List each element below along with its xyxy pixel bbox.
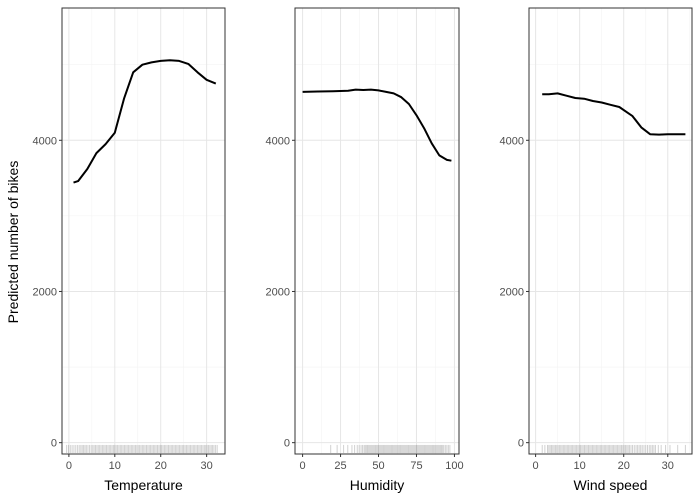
- x-tick-label: 0: [533, 460, 539, 472]
- x-tick-label: 25: [334, 460, 346, 472]
- x-tick-label: 100: [445, 460, 463, 472]
- x-tick-label: 20: [618, 460, 630, 472]
- x-tick-label: 0: [66, 460, 72, 472]
- x-axis-title-temperature: Temperature: [104, 477, 183, 493]
- pd-line-wind-speed: [542, 92, 686, 136]
- x-tick-label: 20: [155, 460, 167, 472]
- x-tick-label: 50: [372, 460, 384, 472]
- y-tick-label: 0: [51, 438, 57, 450]
- x-axis-title-humidity: Humidity: [350, 477, 404, 493]
- panel-humidity: 0 2000 4000 0 25 50 75 100 Humidity: [266, 7, 464, 493]
- panel-temperature: 0 2000 4000 0 10 20 30 Temperature: [33, 7, 226, 493]
- y-axis-title: Predicted number of bikes: [5, 161, 21, 324]
- panel-border: [528, 7, 693, 455]
- panel-wind-speed: 0 2000 4000 0 10 20 30 Wind speed: [500, 7, 693, 493]
- x-tick-label: 30: [201, 460, 213, 472]
- panel-border: [61, 7, 226, 455]
- x-tick-label: 75: [410, 460, 422, 472]
- pd-line-temperature: [73, 59, 217, 184]
- y-tick-label: 2000: [33, 286, 57, 298]
- y-tick-label: 2000: [266, 286, 290, 298]
- pd-line-humidity: [302, 88, 452, 162]
- x-tick-label: 0: [300, 460, 306, 472]
- y-tick-label: 0: [284, 438, 290, 450]
- y-tick-label: 4000: [33, 135, 57, 147]
- panel-background: [62, 8, 225, 454]
- panel-background: [529, 8, 692, 454]
- panel-border: [294, 7, 460, 455]
- panel-background: [295, 8, 459, 454]
- x-tick-label: 10: [574, 460, 586, 472]
- y-tick-label: 4000: [266, 135, 290, 147]
- y-tick-label: 4000: [500, 135, 524, 147]
- x-axis-title-wind-speed: Wind speed: [574, 477, 648, 493]
- y-tick-label: 2000: [500, 286, 524, 298]
- y-tick-label: 0: [518, 438, 524, 450]
- x-tick-label: 30: [662, 460, 674, 472]
- x-tick-label: 10: [109, 460, 121, 472]
